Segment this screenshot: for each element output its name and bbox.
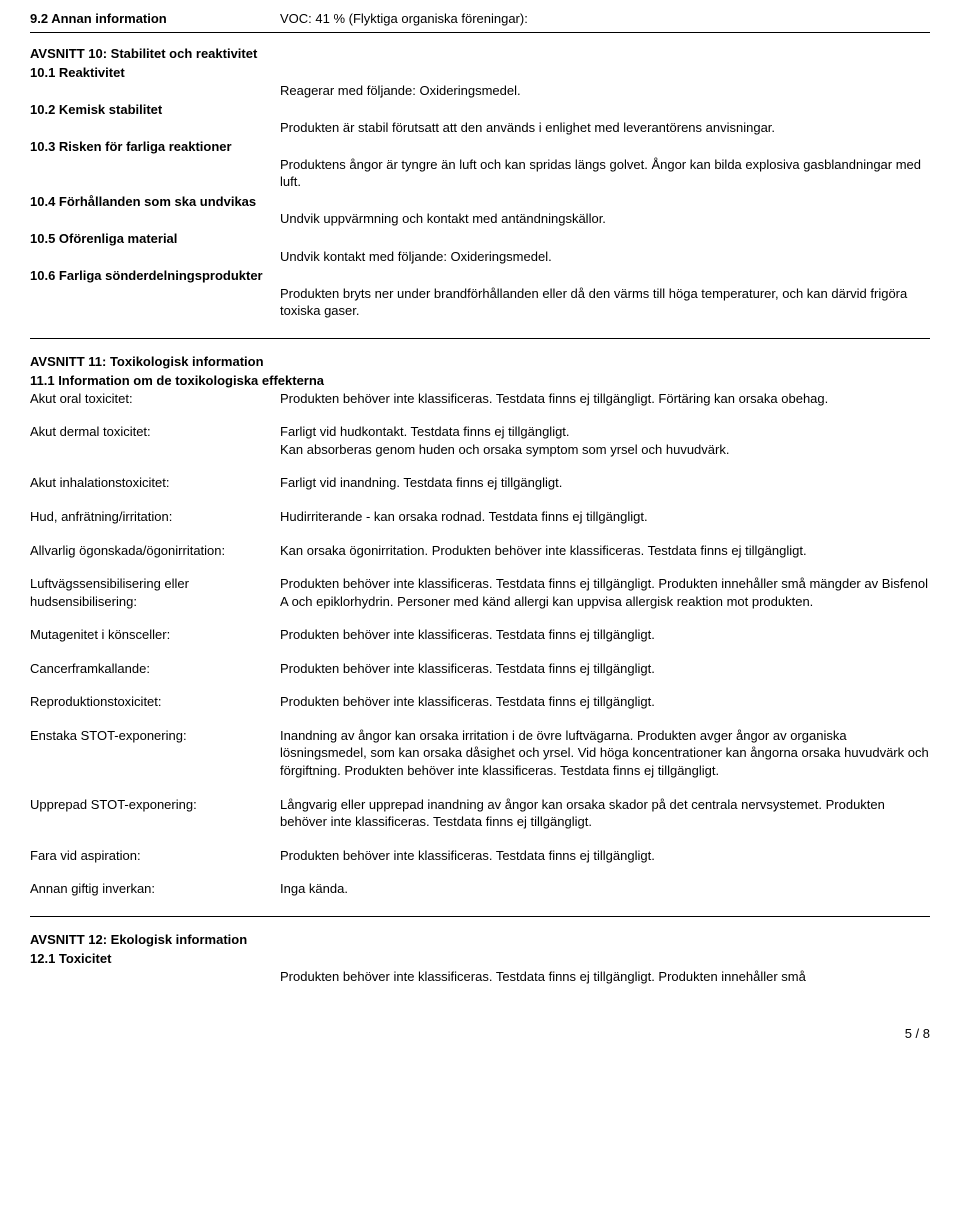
s10-3-value: Produktens ångor är tyngre än luft och k…: [280, 156, 930, 191]
s10-4-label: 10.4 Förhållanden som ska undvikas: [30, 193, 930, 211]
section-9-2-value: VOC: 41 % (Flyktiga organiska föreningar…: [280, 10, 930, 28]
tox-value: Farligt vid inandning. Testdata finns ej…: [280, 474, 930, 492]
tox-value: Produkten behöver inte klassificeras. Te…: [280, 626, 930, 644]
section-11-subtitle: 11.1 Information om de toxikologiska eff…: [30, 372, 930, 390]
tox-label: Upprepad STOT-exponering:: [30, 796, 280, 831]
tox-label: Mutagenitet i könsceller:: [30, 626, 280, 644]
tox-value: Inga kända.: [280, 880, 930, 898]
tox-row: Cancerframkallande:Produkten behöver int…: [30, 660, 930, 678]
tox-label: Enstaka STOT-exponering:: [30, 727, 280, 780]
tox-label: Akut dermal toxicitet:: [30, 423, 280, 458]
tox-row: Akut inhalationstoxicitet:Farligt vid in…: [30, 474, 930, 492]
tox-value: Långvarig eller upprepad inandning av ån…: [280, 796, 930, 831]
tox-value: Produkten behöver inte klassificeras. Te…: [280, 660, 930, 678]
s12-1-value: Produkten behöver inte klassificeras. Te…: [280, 968, 930, 986]
section-10-title: AVSNITT 10: Stabilitet och reaktivitet: [30, 45, 930, 63]
tox-value: Hudirriterande - kan orsaka rodnad. Test…: [280, 508, 930, 526]
tox-row: Akut oral toxicitet:Produkten behöver in…: [30, 390, 930, 408]
tox-label: Luftvägssensibilisering eller hudsensibi…: [30, 575, 280, 610]
tox-label: Annan giftig inverkan:: [30, 880, 280, 898]
tox-row: Reproduktionstoxicitet:Produkten behöver…: [30, 693, 930, 711]
tox-row: Enstaka STOT-exponering:Inandning av ång…: [30, 727, 930, 780]
s10-2-value: Produkten är stabil förutsatt att den an…: [280, 119, 930, 137]
tox-value: Kan orsaka ögonirritation. Produkten beh…: [280, 542, 930, 560]
tox-row: Mutagenitet i könsceller:Produkten behöv…: [30, 626, 930, 644]
s10-6-label: 10.6 Farliga sönderdelningsprodukter: [30, 267, 930, 285]
s10-5-label: 10.5 Oförenliga material: [30, 230, 930, 248]
tox-value: Produkten behöver inte klassificeras. Te…: [280, 847, 930, 865]
tox-row: Annan giftig inverkan:Inga kända.: [30, 880, 930, 898]
section-11-title: AVSNITT 11: Toxikologisk information: [30, 353, 930, 371]
tox-row: Akut dermal toxicitet:Farligt vid hudkon…: [30, 423, 930, 458]
tox-label: Reproduktionstoxicitet:: [30, 693, 280, 711]
tox-row: Fara vid aspiration:Produkten behöver in…: [30, 847, 930, 865]
tox-row: Allvarlig ögonskada/ögonirritation:Kan o…: [30, 542, 930, 560]
divider: [30, 32, 930, 33]
tox-value: Farligt vid hudkontakt. Testdata finns e…: [280, 423, 930, 458]
tox-label: Akut oral toxicitet:: [30, 390, 280, 408]
tox-value: Inandning av ångor kan orsaka irritation…: [280, 727, 930, 780]
tox-label: Akut inhalationstoxicitet:: [30, 474, 280, 492]
section-12-title: AVSNITT 12: Ekologisk information: [30, 931, 930, 949]
tox-row: Luftvägssensibilisering eller hudsensibi…: [30, 575, 930, 610]
section-9-2-label: 9.2 Annan information: [30, 10, 280, 28]
s10-1-value: Reagerar med följande: Oxideringsmedel.: [280, 82, 930, 100]
s12-1-label: 12.1 Toxicitet: [30, 950, 930, 968]
tox-label: Hud, anfrätning/irritation:: [30, 508, 280, 526]
page-footer: 5 / 8: [30, 1025, 930, 1043]
s10-1-label: 10.1 Reaktivitet: [30, 64, 930, 82]
divider: [30, 338, 930, 339]
s10-4-value: Undvik uppvärmning och kontakt med antän…: [280, 210, 930, 228]
tox-value: Produkten behöver inte klassificeras. Te…: [280, 575, 930, 610]
tox-label: Cancerframkallande:: [30, 660, 280, 678]
tox-value: Produkten behöver inte klassificeras. Te…: [280, 390, 930, 408]
tox-label: Allvarlig ögonskada/ögonirritation:: [30, 542, 280, 560]
s10-2-label: 10.2 Kemisk stabilitet: [30, 101, 930, 119]
section-9-2-row: 9.2 Annan information VOC: 41 % (Flyktig…: [30, 10, 930, 28]
s10-6-value: Produkten bryts ner under brandförhållan…: [280, 285, 930, 320]
s10-5-value: Undvik kontakt med följande: Oxideringsm…: [280, 248, 930, 266]
tox-row: Upprepad STOT-exponering:Långvarig eller…: [30, 796, 930, 831]
s10-3-label: 10.3 Risken för farliga reaktioner: [30, 138, 930, 156]
tox-value: Produkten behöver inte klassificeras. Te…: [280, 693, 930, 711]
tox-row: Hud, anfrätning/irritation:Hudirriterand…: [30, 508, 930, 526]
divider: [30, 916, 930, 917]
toxicology-table: Akut oral toxicitet:Produkten behöver in…: [30, 390, 930, 898]
tox-label: Fara vid aspiration:: [30, 847, 280, 865]
